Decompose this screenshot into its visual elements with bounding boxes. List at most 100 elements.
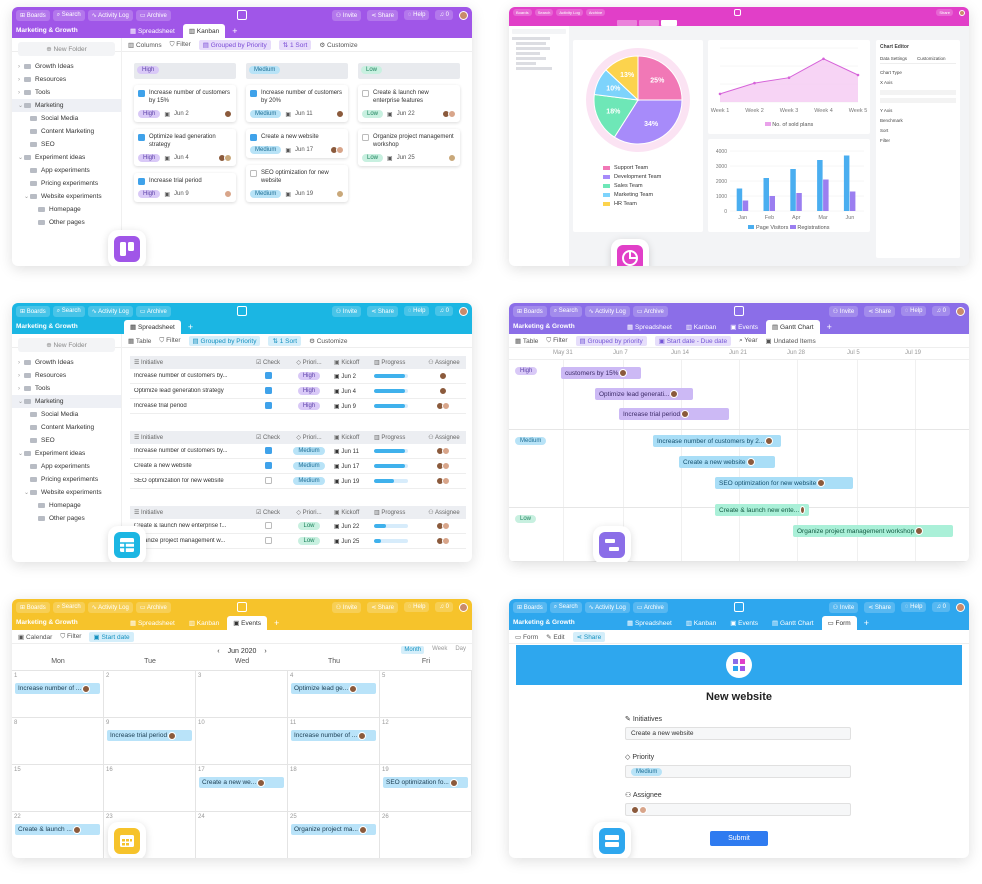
sidebar-item-app-experiments[interactable]: App experiments [18,164,115,177]
gantt-bar[interactable]: Create & launch new ente... [715,504,809,516]
user-avatar[interactable] [956,602,965,612]
kanban-card[interactable]: Optimize lead generation strategy High ▣ J… [134,129,236,166]
calendar-day[interactable]: 24 [196,812,288,858]
edit-button[interactable]: ✎ Edit [546,633,565,641]
initiatives-input[interactable]: Create a new website [625,727,851,740]
sidebar-item-social-media[interactable]: Social Media [18,112,115,125]
date-range-button[interactable]: ▣ Start date - Due date [654,335,732,346]
archive-button[interactable]: ▭ Archive [632,601,668,613]
view-day-button[interactable]: Day [455,646,466,652]
calendar-day[interactable]: 18 [288,765,380,811]
column-header[interactable]: ▣ Kickoff [334,360,360,366]
tab-spreadsheet[interactable]: ▦ Spreadsheet [627,324,672,331]
invite-button[interactable]: ⚇ Invite [331,305,362,317]
prev-month-button[interactable]: ‹ [217,648,220,655]
checkbox[interactable] [264,462,272,469]
new-folder-button[interactable] [512,29,566,34]
calendar-event[interactable]: Create & launch ... [15,824,100,835]
search-button[interactable]: ⌕ Search [52,9,85,21]
gantt-bar[interactable]: Increase number of customers by 2... [653,435,781,447]
sidebar-item-website-experiments[interactable]: ⌄ Website experiments [24,193,102,200]
share-button[interactable]: ⋖ Share [864,305,895,317]
sidebar-item-homepage[interactable]: Homepage [18,499,115,512]
column-header[interactable]: ☑ Check [255,510,281,516]
invite-button[interactable]: ⚇ Invite [331,601,362,613]
tab-form[interactable]: ▭ Form [821,616,857,630]
customize-button[interactable]: ⚙ Customize [319,41,358,49]
table-row[interactable]: Increase number of customers by... High ▣ … [130,369,466,384]
sidebar-item-marketing[interactable]: ⌄ Marketing [12,395,121,408]
activity-log-button[interactable]: ∿ Activity Log [584,601,630,613]
kanban-card[interactable]: Increase trial period High ▣ Jun 9 [134,173,236,202]
invite-button[interactable]: ⚇ Invite [828,305,859,317]
tab-events[interactable]: ▣ Events [227,616,268,630]
tab-customization[interactable]: Customization [917,56,946,61]
column-header[interactable]: ▥ Progress [374,510,406,516]
calendar-day[interactable]: 26 [380,812,472,858]
boards-button[interactable]: ⊞ Boards [513,601,547,613]
checkbox[interactable] [264,372,272,379]
view-week-button[interactable]: Week [432,646,448,652]
calendar-event[interactable]: Create a new we... [199,777,284,788]
calendar-day[interactable]: 4 Optimize lead ge... [288,671,380,717]
column-header[interactable]: ☰ Initiative [134,435,164,441]
tab-events[interactable]: ▣ Events [730,620,759,627]
calendar-day[interactable]: 2 [104,671,196,717]
add-tab-button[interactable]: + [187,322,194,332]
user-avatar[interactable] [459,10,468,20]
checkbox[interactable] [138,90,145,97]
column-header[interactable]: ◇ Priori... [296,510,322,516]
sidebar-item[interactable] [516,52,540,55]
column-header[interactable]: ◇ Priori... [296,360,322,366]
column-header[interactable]: ▥ Progress [374,435,406,441]
start-date-button[interactable]: ▣ Start date [89,631,134,642]
sidebar-item-seo[interactable]: SEO [18,434,115,447]
table-row[interactable]: Create a new website Medium ▣ Jun 17 [130,459,466,474]
add-tab-button[interactable]: + [232,26,238,36]
search-button[interactable]: ⌕ Search [549,601,582,613]
sidebar-item-experiment-ideas[interactable]: ⌄ Experiment ideas [18,154,86,161]
calendar-day[interactable]: 22 Create & launch ... [12,812,104,858]
tab-spreadsheet[interactable]: ▦ Spreadsheet [130,620,175,627]
view-month-button[interactable]: Month [401,646,425,654]
sidebar-item[interactable] [516,42,546,45]
column-header[interactable]: ☑ Check [255,435,281,441]
column-header[interactable]: ▣ Kickoff [334,510,360,516]
sidebar-item-app-experiments[interactable]: App experiments [18,460,115,473]
notification-button[interactable]: ♫ 0 [932,602,950,612]
sidebar-item-homepage[interactable]: Homepage [18,203,115,216]
sort-button[interactable]: ⇅ 1 Sort [268,335,302,346]
archive-button[interactable]: ▭ Archive [135,305,171,317]
calendar-day[interactable]: 23 [104,812,196,858]
group-button[interactable]: ▤ Grouped by priority [575,335,647,346]
calendar-day[interactable]: 15 [12,765,104,811]
archive-button[interactable]: ▭ Archive [135,601,171,613]
editor-row[interactable]: Benchmark [880,118,903,123]
sidebar-item-experiment-ideas[interactable]: ⌄ Experiment ideas [18,450,86,457]
checkbox[interactable] [362,90,369,97]
tab-spreadsheet[interactable]: ▦ Spreadsheet [130,28,175,35]
calendar-event[interactable]: Increase number of ... [15,683,100,694]
checkbox[interactable] [138,134,145,141]
activity-log-button[interactable]: ∿ Activity Log [584,305,630,317]
calendar-event[interactable]: Optimize lead ge... [291,683,376,694]
sidebar-item[interactable] [516,67,552,70]
tab-spreadsheet[interactable] [617,20,637,26]
tab-spreadsheet[interactable]: ▦ Spreadsheet [124,320,181,334]
checkbox[interactable] [264,387,272,394]
tab-kanban[interactable]: ▥ Kanban [685,620,717,627]
sidebar-item-other-pages[interactable]: Other pages [18,512,115,525]
sidebar-item[interactable] [516,57,546,60]
search-button[interactable]: ⌕ Search [549,305,582,317]
archive-button[interactable]: ▭ Archive [632,305,668,317]
help-button[interactable]: ◌ Help [900,306,927,316]
boards-button[interactable]: ⊞ Boards [513,305,547,317]
boards-button[interactable]: ⊞ Boards [16,305,50,317]
calendar-day[interactable]: 16 [104,765,196,811]
column-header[interactable]: ☰ Initiative [134,510,164,516]
checkbox[interactable] [264,537,272,544]
tab-kanban[interactable]: ▥ Kanban [188,620,220,627]
search-button[interactable]: Search [534,9,554,16]
boards-button[interactable]: Boards [513,9,532,16]
editor-row[interactable]: Sort [880,128,889,133]
